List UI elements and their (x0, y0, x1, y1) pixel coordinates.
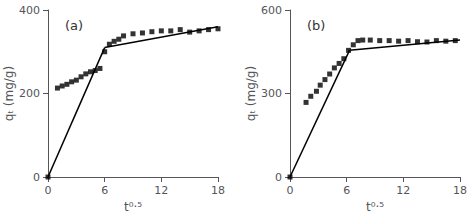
svg-text:18: 18 (453, 184, 467, 197)
svg-text:6: 6 (101, 184, 108, 197)
svg-text:12: 12 (396, 184, 410, 197)
svg-text:12: 12 (154, 184, 168, 197)
svg-text:0: 0 (287, 184, 294, 197)
svg-text:6: 6 (343, 184, 350, 197)
svg-text:200: 200 (19, 87, 40, 100)
svg-text:400: 400 (19, 4, 40, 17)
svg-text:0: 0 (275, 171, 282, 184)
svg-text:qₜ (mg/g): qₜ (mg/g) (244, 66, 258, 121)
svg-text:0: 0 (33, 171, 40, 184)
svg-text:(a): (a) (65, 18, 83, 33)
svg-text:t⁰·⁵: t⁰·⁵ (124, 200, 142, 214)
svg-text:qₜ (mg/g): qₜ (mg/g) (2, 66, 16, 121)
svg-text:18: 18 (211, 184, 225, 197)
svg-text:(b): (b) (307, 18, 325, 33)
svg-text:300: 300 (261, 87, 282, 100)
svg-text:0: 0 (45, 184, 52, 197)
svg-text:t⁰·⁵: t⁰·⁵ (366, 200, 384, 214)
svg-text:600: 600 (261, 4, 282, 17)
